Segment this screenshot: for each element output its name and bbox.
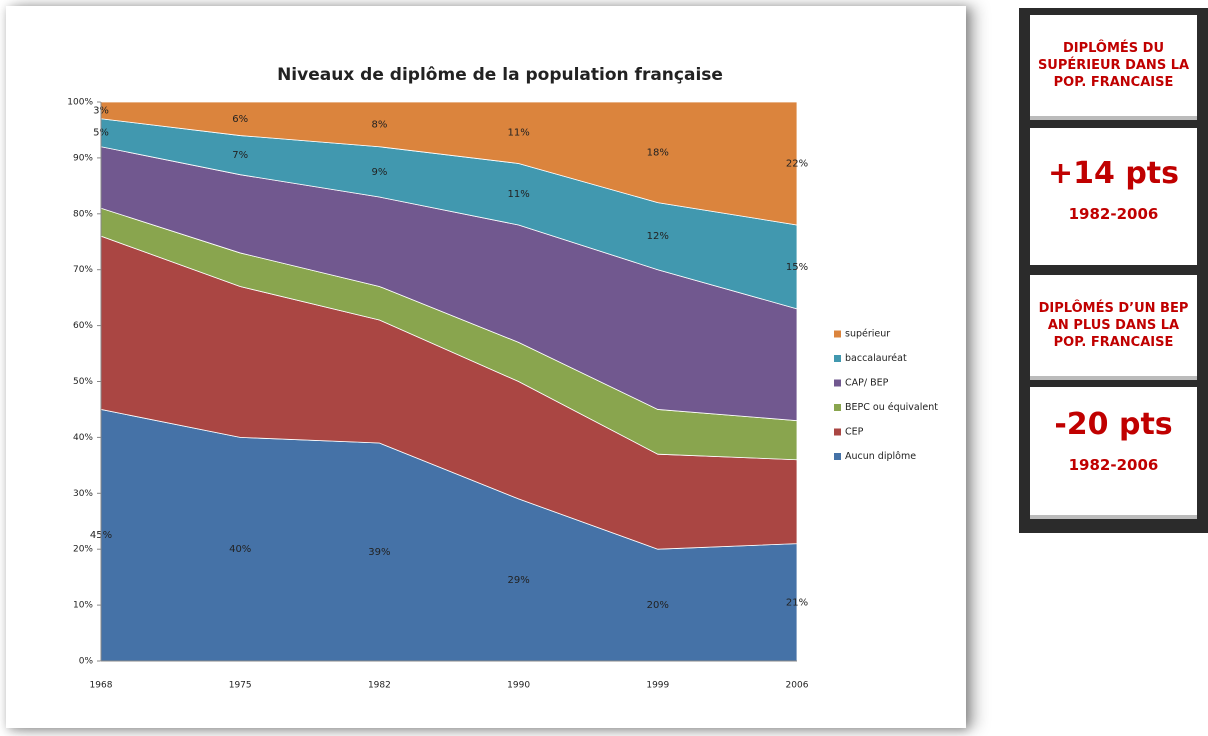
data-label: 8% [371, 119, 387, 130]
legend-swatch [834, 404, 841, 411]
y-tick-label: 30% [73, 489, 93, 499]
chart-title: Niveaux de diplôme de la population fran… [277, 65, 723, 85]
legend-label: BEPC ou équivalent [845, 402, 938, 413]
x-tick-label: 1999 [646, 681, 669, 691]
legend-label: supérieur [845, 329, 890, 340]
panel-figure: -20 pts [1054, 407, 1173, 442]
y-tick-label: 90% [73, 153, 93, 163]
data-label: 9% [371, 167, 387, 178]
panel-body: +14 pts 1982-2006 [1030, 128, 1197, 265]
panel-figure: +14 pts [1047, 156, 1179, 191]
legend-label: baccalauréat [845, 353, 907, 364]
data-label: 40% [229, 544, 251, 555]
y-tick-label: 80% [73, 209, 93, 219]
panel-heading: DIPLÔMÉS DU SUPÉRIEUR DANS LA POP. FRANC… [1030, 15, 1197, 120]
legend-label: Aucun diplôme [845, 451, 916, 462]
x-tick-label: 2006 [786, 681, 809, 691]
x-tick-label: 1990 [507, 681, 530, 691]
data-label: 22% [786, 158, 808, 169]
legend-swatch [834, 330, 841, 338]
y-tick-label: 40% [73, 433, 93, 443]
panel-body: -20 pts 1982-2006 [1030, 387, 1197, 519]
panel-heading: DIPLÔMÉS D’UN BEP AN PLUS DANS LA POP. F… [1030, 275, 1197, 380]
x-tick-label: 1968 [90, 681, 113, 691]
legend-swatch [834, 379, 841, 387]
data-label: 39% [368, 547, 390, 558]
legend-label: CEP [845, 427, 864, 438]
chart-card: Niveaux de diplôme de la population fran… [6, 6, 966, 728]
data-label: 18% [647, 147, 669, 158]
y-tick-label: 10% [73, 601, 93, 611]
legend-label: CAP/ BEP [845, 378, 889, 389]
data-label: 11% [507, 128, 529, 139]
x-tick-label: 1982 [368, 681, 391, 691]
data-label: 12% [647, 231, 669, 242]
x-tick-label: 1975 [229, 681, 252, 691]
data-label: 7% [232, 150, 248, 161]
y-tick-label: 50% [73, 377, 93, 387]
panel-period: 1982-2006 [1068, 456, 1159, 474]
panel-period: 1982-2006 [1068, 205, 1159, 223]
data-label: 6% [232, 114, 248, 125]
data-label: 29% [507, 575, 529, 586]
y-tick-label: 0% [79, 657, 94, 667]
y-tick-label: 70% [73, 265, 93, 275]
side-panel: DIPLÔMÉS DU SUPÉRIEUR DANS LA POP. FRANC… [1019, 8, 1208, 533]
y-tick-label: 20% [73, 545, 93, 555]
chart: Niveaux de diplôme de la population fran… [67, 65, 938, 691]
legend-swatch [834, 428, 841, 436]
data-label: 11% [507, 189, 529, 200]
data-label: 21% [786, 597, 808, 608]
legend-swatch [834, 453, 841, 460]
area [100, 101, 798, 226]
data-label: 20% [647, 600, 669, 611]
y-tick-label: 100% [67, 98, 93, 108]
y-tick-label: 60% [73, 321, 93, 331]
data-label: 15% [786, 262, 808, 273]
legend-swatch [834, 355, 841, 362]
